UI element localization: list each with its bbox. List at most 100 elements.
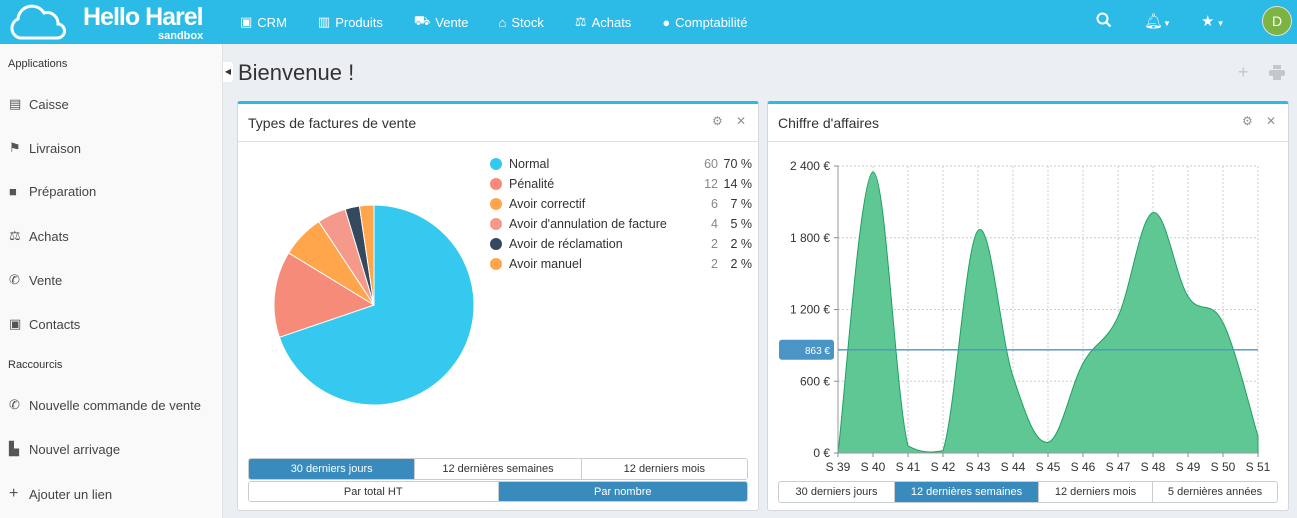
shortcut-nouvelle-commande[interactable]: ✆ Nouvelle commande de vente: [9, 397, 201, 413]
x-tick-label: S 39: [826, 460, 851, 472]
avatar[interactable]: D: [1262, 6, 1292, 36]
legend-count: 6: [711, 197, 718, 211]
x-tick-label: S 51: [1246, 460, 1271, 472]
search-icon[interactable]: [1096, 12, 1112, 28]
range-5-years[interactable]: 5 dernières années: [1153, 482, 1277, 502]
legend-item[interactable]: Pénalité 12 14 %: [490, 176, 752, 192]
piggy-bank-icon: ●: [662, 14, 671, 30]
address-card-icon: ▣: [9, 316, 22, 331]
pie-slice[interactable]: [273, 252, 376, 338]
phone-incoming-icon: ✆: [9, 272, 20, 287]
panel-header: Chiffre d'affaires ⚙ ✕: [768, 104, 1288, 142]
close-icon[interactable]: ✕: [1266, 114, 1277, 128]
legend-count: 4: [711, 217, 718, 231]
briefcase-icon: ▣: [240, 14, 253, 29]
phone-incoming-icon: ✆: [9, 397, 20, 412]
legend-label: Avoir d'annulation de facture: [509, 217, 667, 231]
sidebar-item-label: Livraison: [29, 140, 82, 156]
panel-header: Types de factures de vente ⚙ ✕: [238, 104, 758, 142]
legend-label: Avoir manuel: [509, 257, 582, 271]
legend-percent: 2 %: [730, 257, 752, 271]
balance-scale-icon: ⚖: [574, 14, 587, 29]
shortcut-nouvel-arrivage[interactable]: ▙ Nouvel arrivage: [9, 441, 120, 457]
range-selector: 30 derniers jours 12 dernières semaines …: [248, 458, 748, 480]
sidebar-item-vente[interactable]: ✆ Vente: [9, 272, 62, 288]
mode-count[interactable]: Par nombre: [498, 482, 747, 501]
print-icon[interactable]: [1269, 65, 1285, 80]
nav-achats[interactable]: ⚖ Achats: [575, 14, 631, 30]
range-12-months[interactable]: 12 derniers mois: [581, 459, 747, 479]
bell-icon: 🔔︎: [1144, 13, 1164, 30]
add-link-button[interactable]: + Ajouter un lien: [9, 485, 112, 503]
legend-item[interactable]: Avoir manuel 2 2 %: [490, 256, 752, 272]
mode-selector: Par total HT Par nombre: [248, 481, 748, 502]
sidebar-collapse-toggle[interactable]: ◀: [223, 62, 233, 82]
sidebar-item-livraison[interactable]: ⚑ Livraison: [9, 140, 81, 156]
range-12-months[interactable]: 12 derniers mois: [1039, 482, 1153, 502]
x-tick-label: S 46: [1071, 460, 1096, 472]
nav-label: Achats: [591, 14, 632, 30]
range-12-weeks[interactable]: 12 dernières semaines: [415, 459, 582, 479]
invoice-types-panel: Types de factures de vente ⚙ ✕ Normal 60 7…: [237, 101, 759, 511]
gear-icon[interactable]: ⚙: [1242, 114, 1253, 128]
average-label: 863 €: [805, 346, 830, 357]
box-icon: ■: [9, 184, 17, 199]
x-tick-label: S 45: [1036, 460, 1061, 472]
mode-total-ht[interactable]: Par total HT: [249, 482, 499, 501]
sidebar-item-label: Vente: [29, 272, 63, 288]
legend-item[interactable]: Avoir de réclamation 2 2 %: [490, 236, 752, 252]
gear-icon[interactable]: ⚙: [712, 114, 723, 128]
revenue-panel: Chiffre d'affaires ⚙ ✕ S 39 S 40 S 41 S 42 S…: [767, 101, 1289, 511]
range-30-days[interactable]: 30 derniers jours: [249, 459, 416, 479]
legend-dot: [490, 198, 502, 210]
caret-down-icon: ▼: [1214, 19, 1225, 28]
sidebar-section-title: Applications: [8, 58, 68, 70]
range-30-days[interactable]: 30 derniers jours: [779, 482, 895, 502]
pie-slice[interactable]: [278, 204, 475, 406]
legend-dot: [490, 258, 502, 270]
legend-count: 2: [711, 237, 718, 251]
legend-label: Pénalité: [509, 177, 555, 191]
top-navbar: Hello Harel sandbox ▣ CRM ▥ Produits ⛟ Vent…: [0, 0, 1297, 44]
sidebar-item-label: Nouvel arrivage: [29, 441, 121, 457]
legend-dot: [490, 238, 502, 250]
nav-crm[interactable]: ▣ CRM: [240, 14, 287, 30]
notifications-dropdown[interactable]: 🔔︎▼: [1144, 12, 1171, 30]
y-tick-label: 1 800 €: [790, 231, 830, 245]
sidebar-item-label: Contacts: [29, 316, 81, 332]
nav-comptabilite[interactable]: ● Comptabilité: [662, 15, 747, 30]
legend-label: Normal: [509, 157, 550, 171]
brand-logo[interactable]: Hello Harel sandbox: [8, 4, 218, 42]
sidebar-item-preparation[interactable]: ■ Préparation: [9, 184, 96, 199]
close-icon[interactable]: ✕: [736, 114, 747, 128]
legend-percent: 70 %: [723, 157, 753, 171]
nav-label: CRM: [257, 14, 287, 30]
x-tick-label: S 50: [1211, 460, 1236, 472]
nav-produits[interactable]: ▥ Produits: [318, 14, 383, 30]
caret-down-icon: ▼: [1163, 19, 1171, 28]
add-widget-button[interactable]: +: [1238, 62, 1249, 82]
star-icon: ★: [1201, 13, 1215, 30]
brand-sub: sandbox: [158, 30, 204, 42]
nav-vente[interactable]: ⛟ Vente: [414, 13, 469, 31]
barcode-icon: ▥: [317, 14, 331, 29]
legend-item[interactable]: Avoir correctif 6 7 %: [490, 196, 752, 212]
range-12-weeks[interactable]: 12 dernières semaines: [895, 482, 1039, 502]
sidebar-section-title: Raccourcis: [8, 359, 63, 371]
sidebar-item-label: Nouvelle commande de vente: [29, 397, 201, 413]
legend-item[interactable]: Avoir d'annulation de facture 4 5 %: [490, 216, 752, 232]
panel-title: Types de factures de vente: [248, 115, 417, 131]
truck-icon: ⛟: [413, 13, 431, 28]
y-tick-label: 1 200 €: [790, 303, 830, 317]
legend-percent: 7 %: [730, 197, 752, 211]
sidebar-item-achats[interactable]: ⚖ Achats: [9, 228, 69, 244]
panel-title: Chiffre d'affaires: [778, 115, 879, 131]
nav-stock[interactable]: ⌂ Stock: [499, 15, 544, 30]
pie-slice[interactable]: [358, 204, 375, 306]
legend-dot: [490, 178, 502, 190]
favorites-dropdown[interactable]: ★ ▼: [1201, 12, 1225, 30]
legend-item[interactable]: Normal 60 70 %: [490, 156, 752, 172]
sidebar-item-contacts[interactable]: ▣ Contacts: [9, 316, 80, 332]
sidebar-item-caisse[interactable]: ▤ Caisse: [9, 96, 69, 112]
x-tick-label: S 42: [931, 460, 956, 472]
